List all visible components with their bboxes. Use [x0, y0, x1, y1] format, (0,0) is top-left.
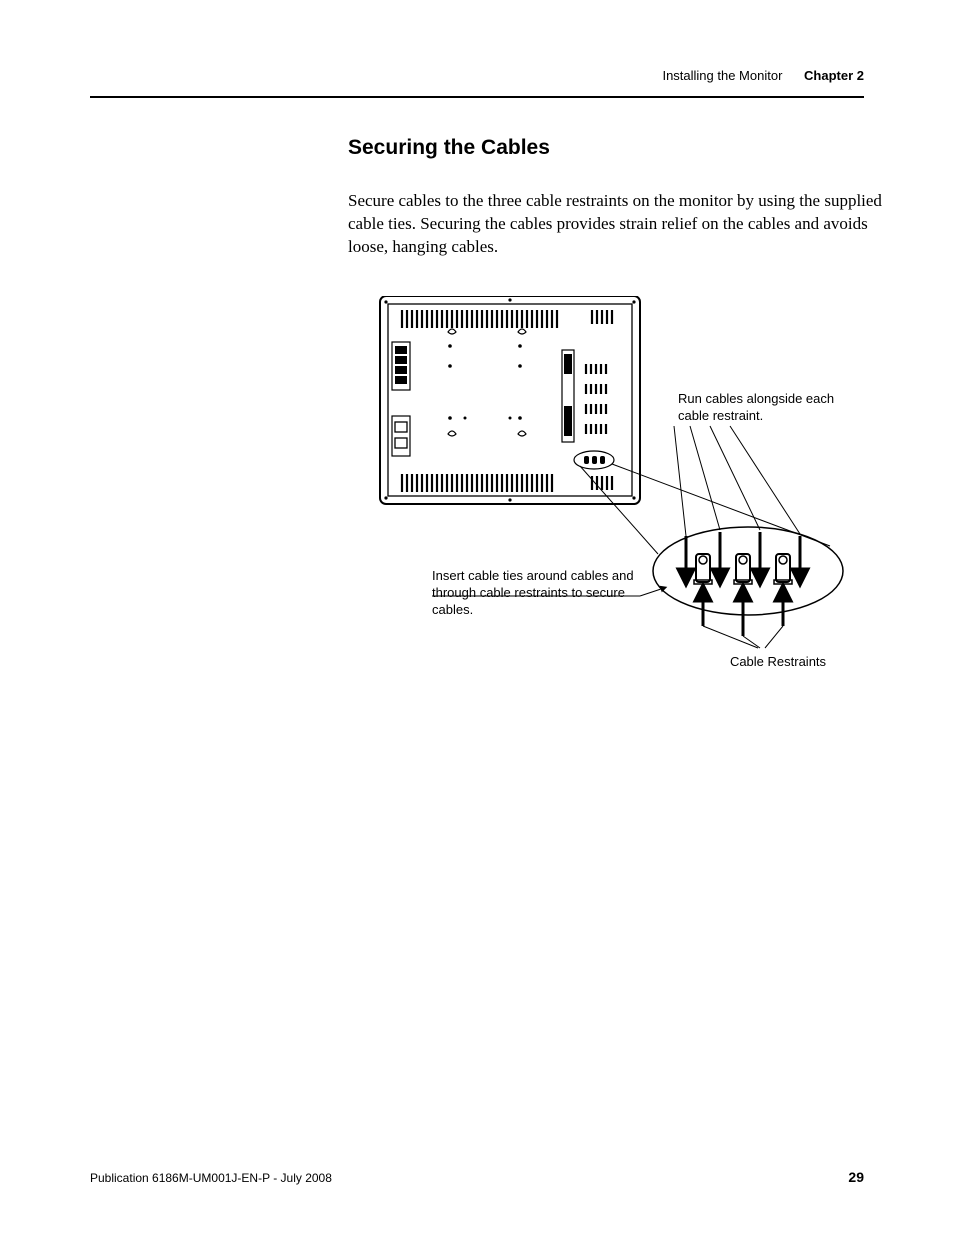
section-heading: Securing the Cables: [348, 136, 550, 160]
cable-diagram-svg: [370, 296, 870, 706]
page-footer: Publication 6186M-UM001J-EN-P - July 200…: [90, 1171, 864, 1185]
callout-run-cables: Run cables alongside each cable restrain…: [678, 391, 848, 425]
publication-id: Publication 6186M-UM001J-EN-P - July 200…: [90, 1171, 332, 1185]
restraint-2: [734, 554, 752, 584]
page-number: 29: [848, 1169, 864, 1185]
header-chapter: Chapter 2: [804, 68, 864, 83]
callout-cable-restraints: Cable Restraints: [718, 654, 838, 671]
body-paragraph: Secure cables to the three cable restrai…: [348, 190, 884, 259]
header-section-title: Installing the Monitor: [662, 68, 782, 83]
callout-insert-ties: Insert cable ties around cables and thro…: [432, 568, 652, 619]
cable-diagram: Run cables alongside each cable restrain…: [370, 296, 870, 706]
restraint-3: [774, 554, 792, 584]
running-head: Installing the Monitor Chapter 2: [662, 68, 864, 83]
page-header: Installing the Monitor Chapter 2: [90, 68, 864, 98]
restraint-1: [694, 554, 712, 584]
